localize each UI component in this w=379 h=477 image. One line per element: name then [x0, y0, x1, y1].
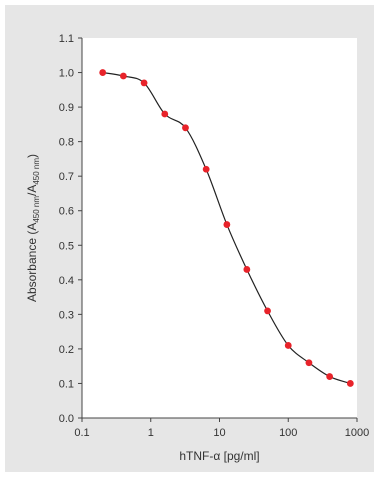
- y-tick-label: 0.2: [59, 344, 74, 356]
- x-tick-label: 10: [213, 427, 225, 439]
- data-point: [202, 165, 210, 173]
- y-axis-label: Absorbance (A450 nm/A450 nm): [25, 154, 41, 302]
- x-tick-label: 100: [279, 427, 297, 439]
- data-points: [99, 69, 354, 387]
- y-tick-label: 0.0: [59, 413, 74, 425]
- y-tick-label: 0.9: [59, 102, 74, 114]
- y-tick-label: 0.7: [59, 171, 74, 183]
- x-axis-label: hTNF-α [pg/ml]: [179, 449, 259, 463]
- y-axis-label-part-2: /A: [25, 185, 39, 196]
- data-point: [99, 69, 107, 76]
- y-tick-label: 0.1: [59, 378, 74, 390]
- data-point: [305, 359, 313, 367]
- data-point: [182, 124, 189, 132]
- data-point: [243, 266, 251, 273]
- y-axis-label-part-3: ): [25, 154, 39, 158]
- x-tick-label: 1: [148, 427, 154, 439]
- ticks: 0.00.10.20.30.40.50.60.70.80.91.01.10.1 1…: [59, 33, 370, 439]
- data-point: [161, 110, 169, 118]
- data-point: [223, 221, 231, 228]
- x-tick-label: 0.1: [74, 427, 89, 439]
- y-tick-label: 0.5: [59, 240, 74, 252]
- data-point: [264, 307, 271, 315]
- data-point: [284, 342, 292, 349]
- y-axis-label-sub-1: 450 nm: [32, 196, 41, 223]
- data-point: [326, 373, 334, 380]
- plot-area: [82, 38, 357, 418]
- y-axis-label-part-1: Absorbance (A: [25, 223, 39, 302]
- data-point: [346, 380, 354, 387]
- y-tick-label: 1.1: [59, 33, 74, 45]
- y-tick-label: 0.4: [59, 275, 74, 287]
- y-axis-label-sub-2: 450 nm: [32, 158, 41, 185]
- y-tick-label: 0.6: [59, 206, 74, 218]
- x-tick-label: 1000: [345, 427, 369, 439]
- data-point: [119, 72, 127, 80]
- y-tick-label: 0.8: [59, 137, 74, 149]
- data-point: [140, 79, 148, 87]
- y-tick-label: 1.0: [59, 68, 74, 80]
- y-tick-label: 0.3: [59, 309, 74, 321]
